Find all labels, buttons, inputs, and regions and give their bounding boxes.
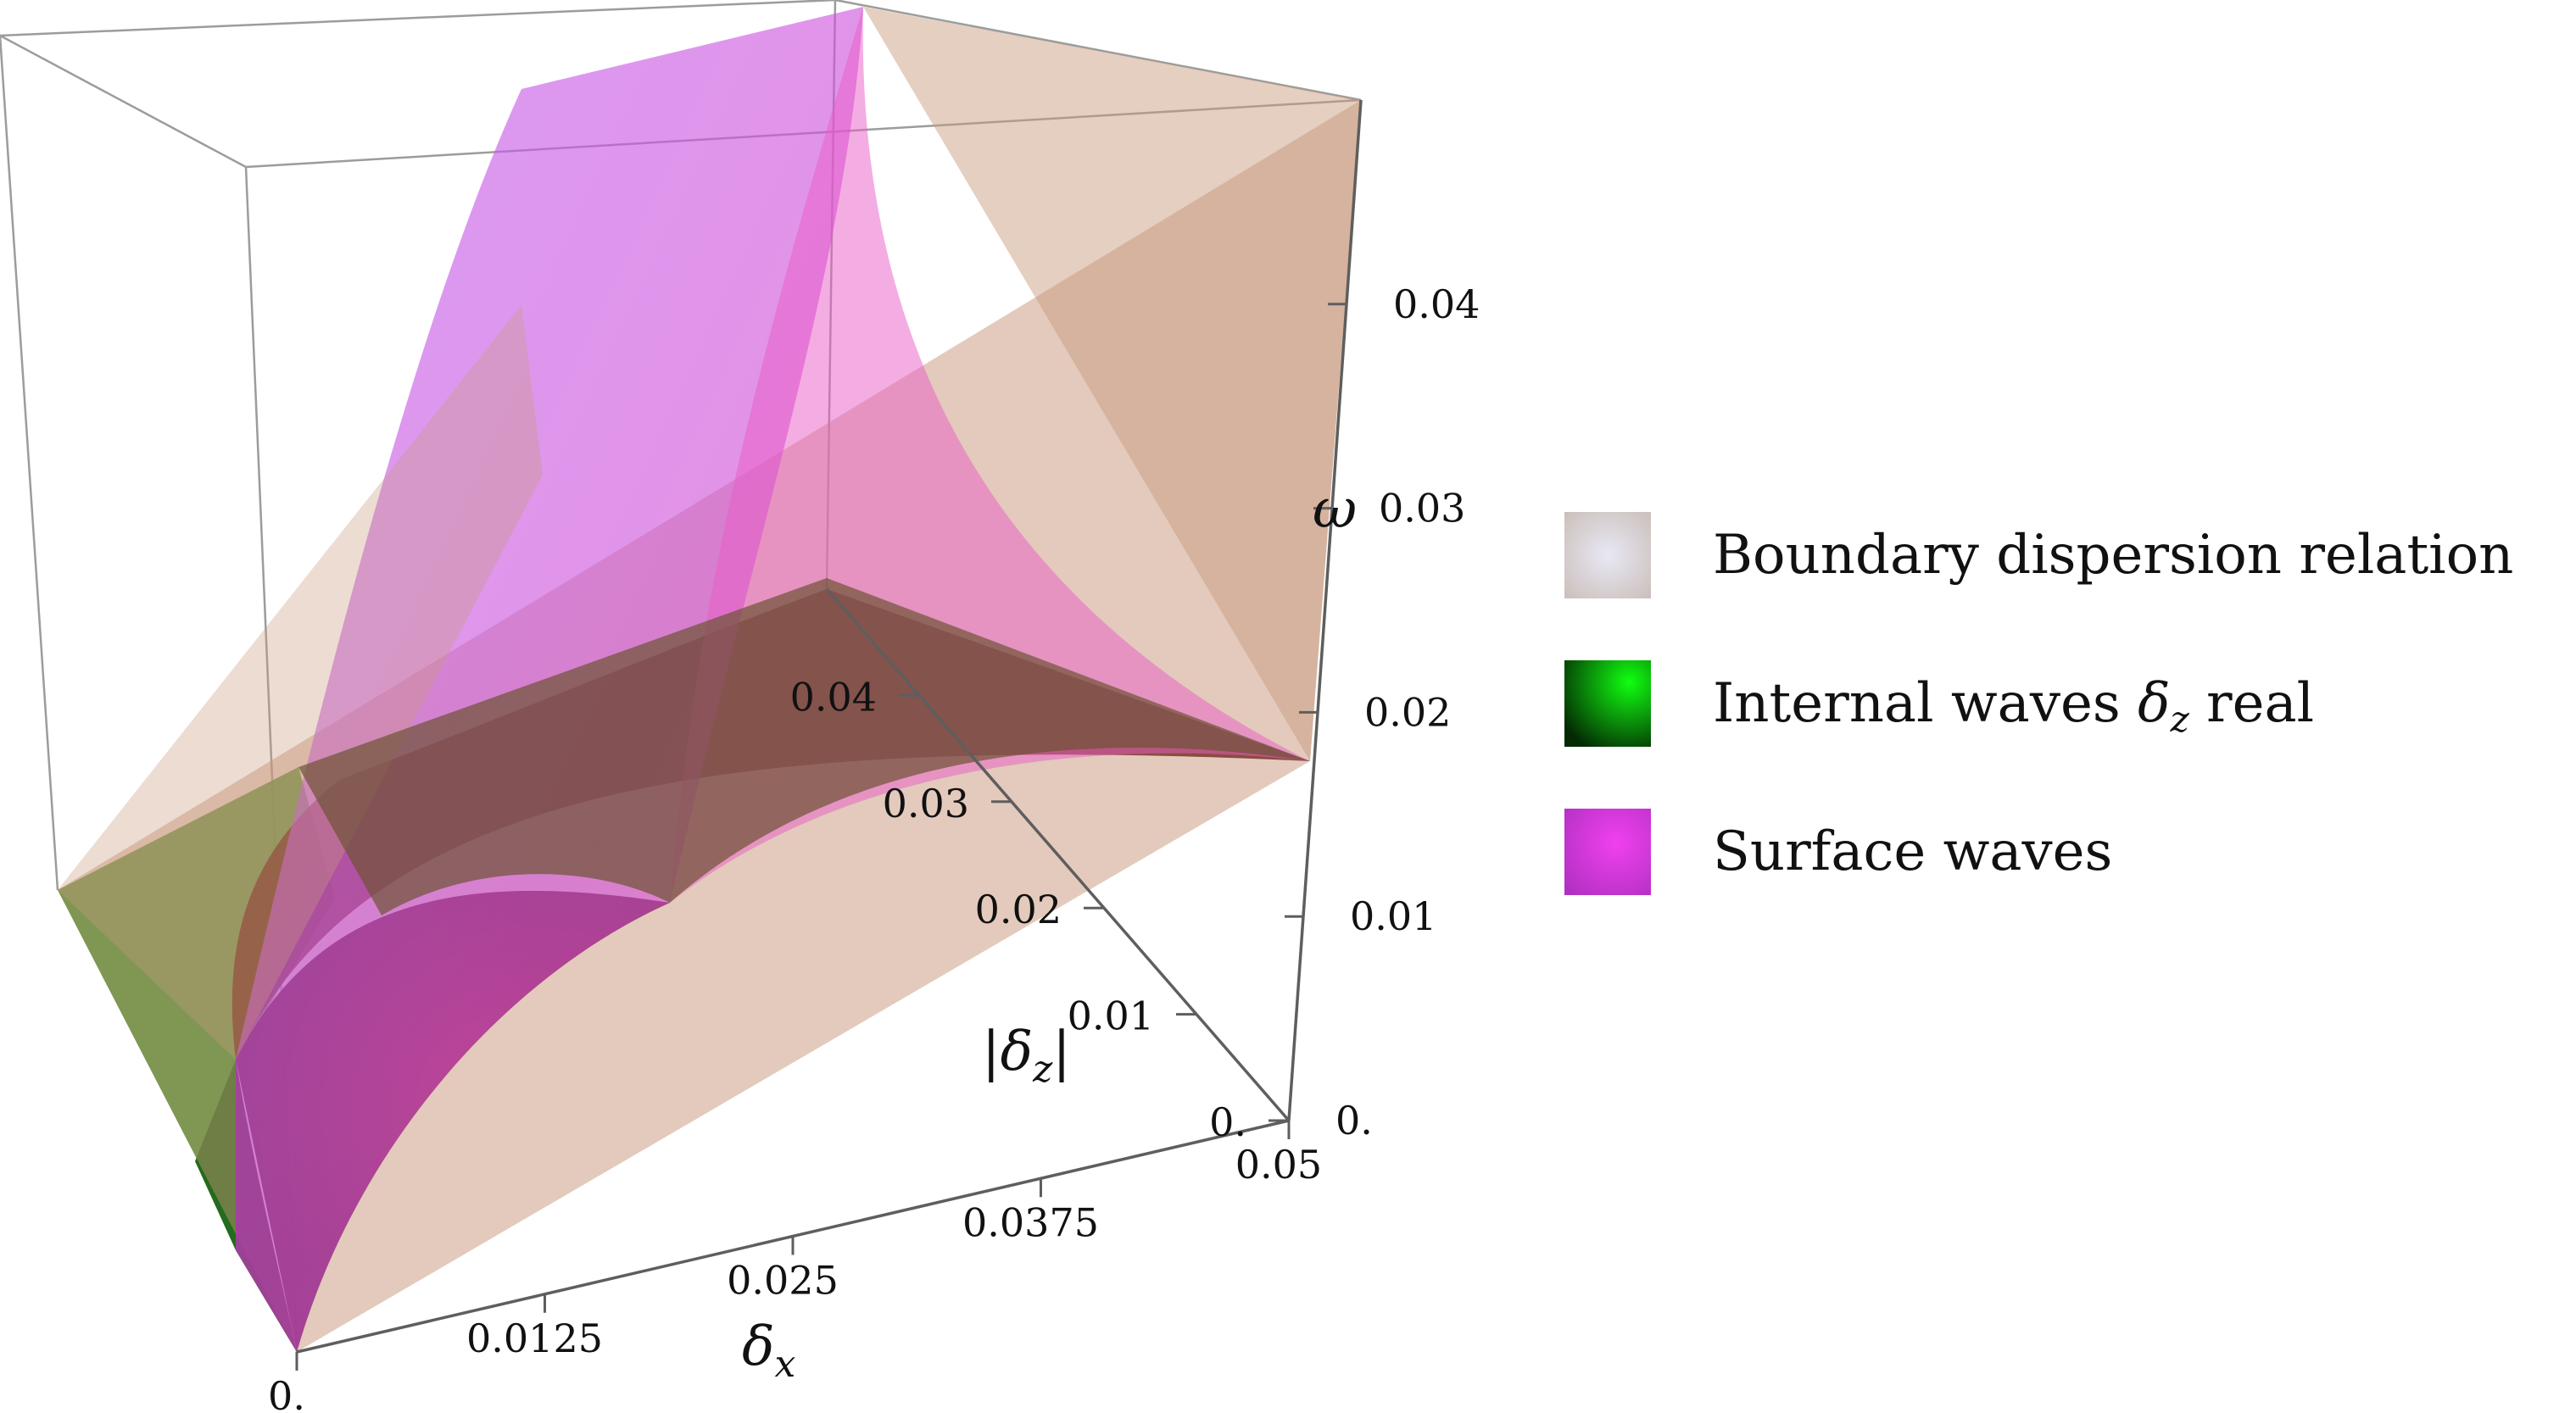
- z-axis-tick-label: 0.03: [1379, 486, 1465, 531]
- legend-swatch-boundary: [1564, 512, 1651, 598]
- legend-item-surface: Surface waves: [1564, 805, 2565, 898]
- y-axis-tick-label: 0.04: [790, 674, 877, 720]
- y-axis-tick-label: 0.03: [883, 781, 969, 826]
- legend-label-boundary: Boundary dispersion relation: [1713, 524, 2514, 587]
- boundary-plane-upper: [863, 7, 1361, 761]
- x-axis-tick-label: 0.05: [1235, 1142, 1322, 1188]
- y-axis-tick-label: 0.: [1209, 1099, 1246, 1145]
- z-axis-tick-label: 0.02: [1364, 689, 1451, 735]
- x-axis-tick-label: 0.: [268, 1373, 305, 1413]
- x-axis-tick-label: 0.0375: [962, 1199, 1099, 1245]
- x-axis-title: δx: [742, 1316, 796, 1386]
- z-axis-tick-label: 0.01: [1350, 893, 1436, 939]
- y-axis-tick-label: 0.02: [975, 887, 1062, 932]
- legend-swatch-internal: [1564, 660, 1651, 747]
- z-axis-tick-label: 0.04: [1393, 281, 1480, 327]
- boundary-brown-band: [298, 578, 1310, 915]
- legend-swatch-surface: [1564, 809, 1651, 895]
- z-axis-title: ω: [1313, 478, 1357, 541]
- legend-label-surface: Surface waves: [1713, 821, 2113, 883]
- y-axis-tick-label: 0.01: [1068, 993, 1154, 1039]
- x-axis-tick-label: 0.0125: [466, 1316, 603, 1361]
- surfaces: [58, 7, 1361, 1352]
- legend-item-internal: Internal waves δz real: [1564, 657, 2565, 750]
- legend-item-boundary: Boundary dispersion relation: [1564, 509, 2565, 602]
- x-axis-tick-label: 0.025: [727, 1258, 839, 1304]
- legend-label-internal: Internal waves δz real: [1713, 672, 2315, 740]
- y-axis-title: |δz|: [982, 1021, 1071, 1091]
- z-axis-tick-label: 0.: [1335, 1098, 1373, 1143]
- boundary-plane-left: [58, 305, 543, 1060]
